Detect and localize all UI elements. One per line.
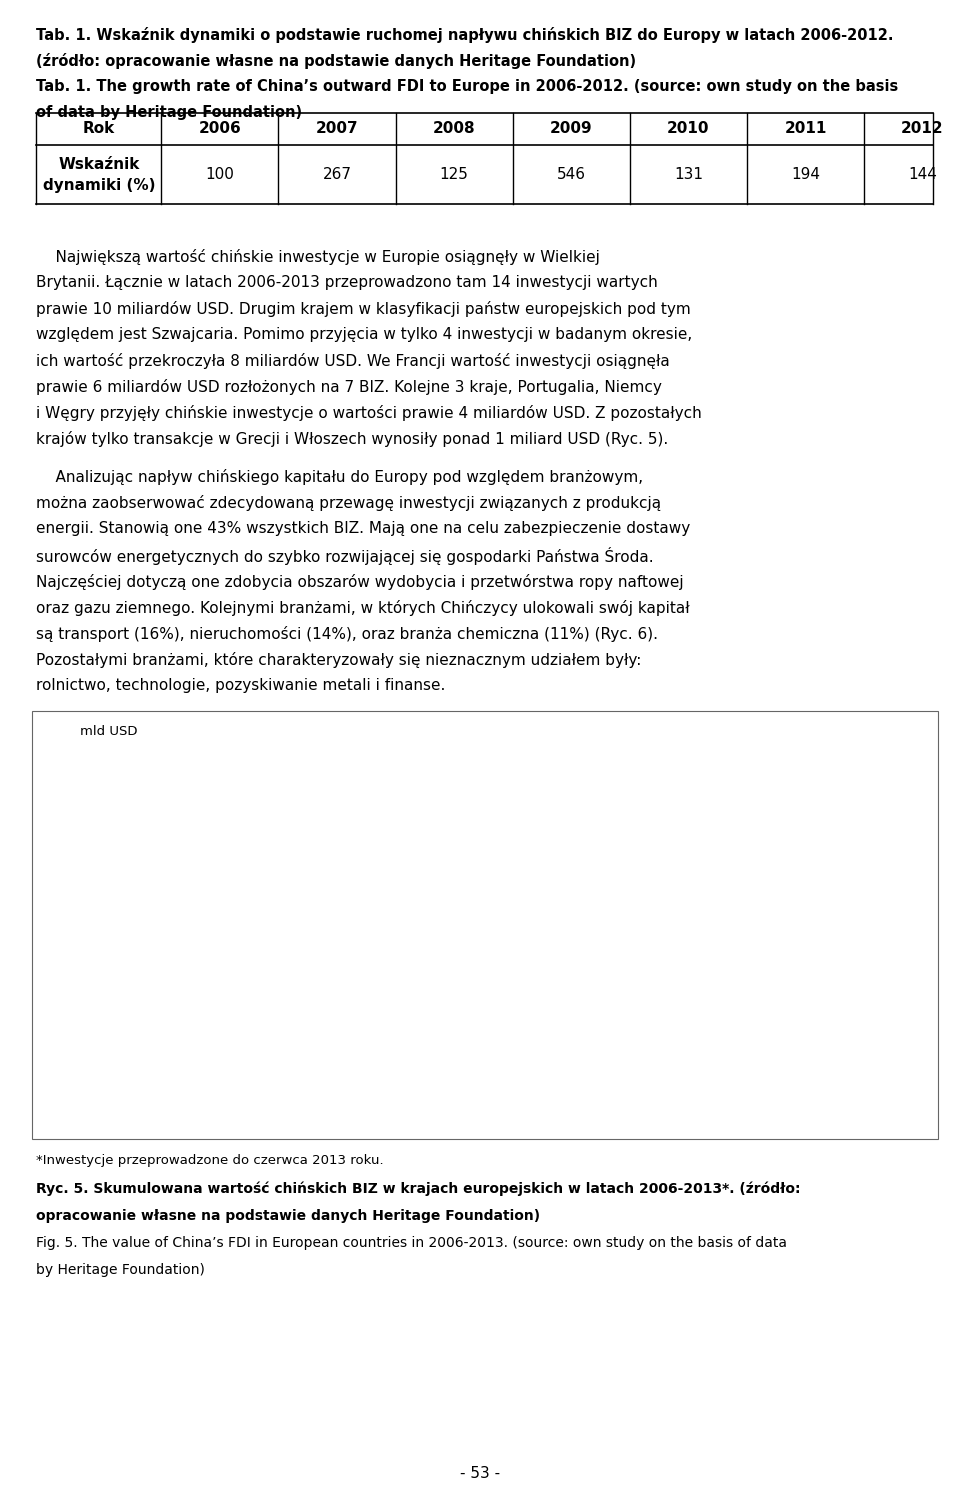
Bar xyxy=(211,897,248,1026)
Text: Ryc. 5. Skumulowana wartość chińskich BIZ w krajach europejskich w latach 2006-2: Ryc. 5. Skumulowana wartość chińskich BI… xyxy=(36,1181,801,1196)
Text: 100: 100 xyxy=(205,167,234,182)
Text: ich wartość przekroczyła 8 miliardów USD. We Francji wartość inwestycji osiągnęł: ich wartość przekroczyła 8 miliardów USD… xyxy=(36,353,670,369)
Text: Najczęściej dotyczą one zdobycia obszarów wydobycia i przetwórstwa ropy naftowej: Najczęściej dotyczą one zdobycia obszaró… xyxy=(36,574,684,589)
Text: 125: 125 xyxy=(440,167,468,182)
Bar xyxy=(434,991,470,1026)
Text: 2011: 2011 xyxy=(784,122,827,137)
Text: 194: 194 xyxy=(791,167,820,182)
Text: 546: 546 xyxy=(557,167,586,182)
Bar xyxy=(601,1020,637,1026)
Text: Brytanii. Łącznie w latach 2006-2013 przeprowadzono tam 14 inwestycji wartych: Brytanii. Łącznie w latach 2006-2013 prz… xyxy=(36,275,659,290)
Bar xyxy=(657,1020,693,1026)
Text: prawie 6 miliardów USD rozłożonych na 7 BIZ. Kolejne 3 kraje, Portugalia, Niemcy: prawie 6 miliardów USD rozłożonych na 7 … xyxy=(36,379,662,395)
Text: oraz gazu ziemnego. Kolejnymi branżami, w których Chińczycy ulokowali swój kapit: oraz gazu ziemnego. Kolejnymi branżami, … xyxy=(36,599,690,616)
Bar xyxy=(545,1014,582,1026)
Text: i Węgry przyjęły chińskie inwestycje o wartości prawie 4 miliardów USD. Z pozost: i Węgry przyjęły chińskie inwestycje o w… xyxy=(36,406,702,421)
Text: 2010: 2010 xyxy=(667,122,709,137)
Bar xyxy=(490,1003,526,1026)
Text: Tab. 1. The growth rate of China’s outward FDI to Europe in 2006-2012. (source: : Tab. 1. The growth rate of China’s outwa… xyxy=(36,80,899,95)
Text: 144: 144 xyxy=(908,167,937,182)
Text: 267: 267 xyxy=(323,167,351,182)
Text: - 53 -: - 53 - xyxy=(460,1466,500,1481)
Text: Największą wartość chińskie inwestycje w Europie osiągnęły w Wielkiej: Największą wartość chińskie inwestycje w… xyxy=(36,249,600,264)
Text: 2006: 2006 xyxy=(199,122,241,137)
Text: 2012: 2012 xyxy=(901,122,944,137)
Text: Analizując napływ chińskiego kapitału do Europy pod względem branżowym,: Analizując napływ chińskiego kapitału do… xyxy=(36,470,643,485)
Text: 2007: 2007 xyxy=(316,122,358,137)
Bar xyxy=(323,945,359,1026)
Text: (źródło: opracowanie własne na podstawie danych Heritage Foundation): (źródło: opracowanie własne na podstawie… xyxy=(36,53,636,69)
Text: krajów tylko transakcje w Grecji i Włoszech wynosiły ponad 1 miliard USD (Ryc. 5: krajów tylko transakcje w Grecji i Włosz… xyxy=(36,431,669,448)
Bar xyxy=(156,849,192,1026)
Text: Rok: Rok xyxy=(83,122,115,137)
Text: surowców energetycznych do szybko rozwijającej się gospodarki Państwa Środa.: surowców energetycznych do szybko rozwij… xyxy=(36,548,654,565)
Bar xyxy=(768,1024,804,1026)
Text: 2009: 2009 xyxy=(550,122,592,137)
Text: Pozostałymi branżami, które charakteryzowały się nieznacznym udziałem były:: Pozostałymi branżami, które charakteryzo… xyxy=(36,652,642,667)
Text: by Heritage Foundation): by Heritage Foundation) xyxy=(36,1263,205,1277)
Text: of data by Heritage Foundation): of data by Heritage Foundation) xyxy=(36,105,302,120)
Text: opracowanie własne na podstawie danych Heritage Foundation): opracowanie własne na podstawie danych H… xyxy=(36,1209,540,1223)
Bar xyxy=(712,1023,749,1026)
Text: *Inwestycje przeprowadzone do czerwca 2013 roku.: *Inwestycje przeprowadzone do czerwca 20… xyxy=(36,1154,384,1167)
Bar xyxy=(100,814,136,1026)
Text: mld USD: mld USD xyxy=(80,725,137,737)
Text: rolnictwo, technologie, pozyskiwanie metali i finanse.: rolnictwo, technologie, pozyskiwanie met… xyxy=(36,677,445,692)
Text: 2008: 2008 xyxy=(433,122,475,137)
Text: Tab. 1. Wskaźnik dynamiki o podstawie ruchomej napływu chińskich BIZ do Europy w: Tab. 1. Wskaźnik dynamiki o podstawie ru… xyxy=(36,27,894,44)
Text: Fig. 5. The value of China’s FDI in European countries in 2006-2013. (source: ow: Fig. 5. The value of China’s FDI in Euro… xyxy=(36,1236,787,1250)
Text: energii. Stanowią one 43% wszystkich BIZ. Mają one na celu zabezpieczenie dostaw: energii. Stanowią one 43% wszystkich BIZ… xyxy=(36,521,691,536)
Text: 131: 131 xyxy=(674,167,703,182)
Text: można zaobserwować zdecydowaną przewagę inwestycji związanych z produkcją: można zaobserwować zdecydowaną przewagę … xyxy=(36,496,661,512)
Text: względem jest Szwajcaria. Pomimo przyjęcia w tylko 4 inwestycji w badanym okresi: względem jest Szwajcaria. Pomimo przyjęc… xyxy=(36,327,693,342)
Text: dynamiki (%): dynamiki (%) xyxy=(42,179,156,194)
Text: prawie 10 miliardów USD. Drugim krajem w klasyfikacji państw europejskich pod ty: prawie 10 miliardów USD. Drugim krajem w… xyxy=(36,300,691,317)
Bar xyxy=(824,1024,860,1026)
Bar xyxy=(378,949,415,1026)
Text: są transport (16%), nieruchomości (14%), oraz branża chemiczna (11%) (Ryc. 6).: są transport (16%), nieruchomości (14%),… xyxy=(36,625,659,641)
Text: Wskaźnik: Wskaźnik xyxy=(59,158,139,173)
Bar xyxy=(267,939,303,1026)
